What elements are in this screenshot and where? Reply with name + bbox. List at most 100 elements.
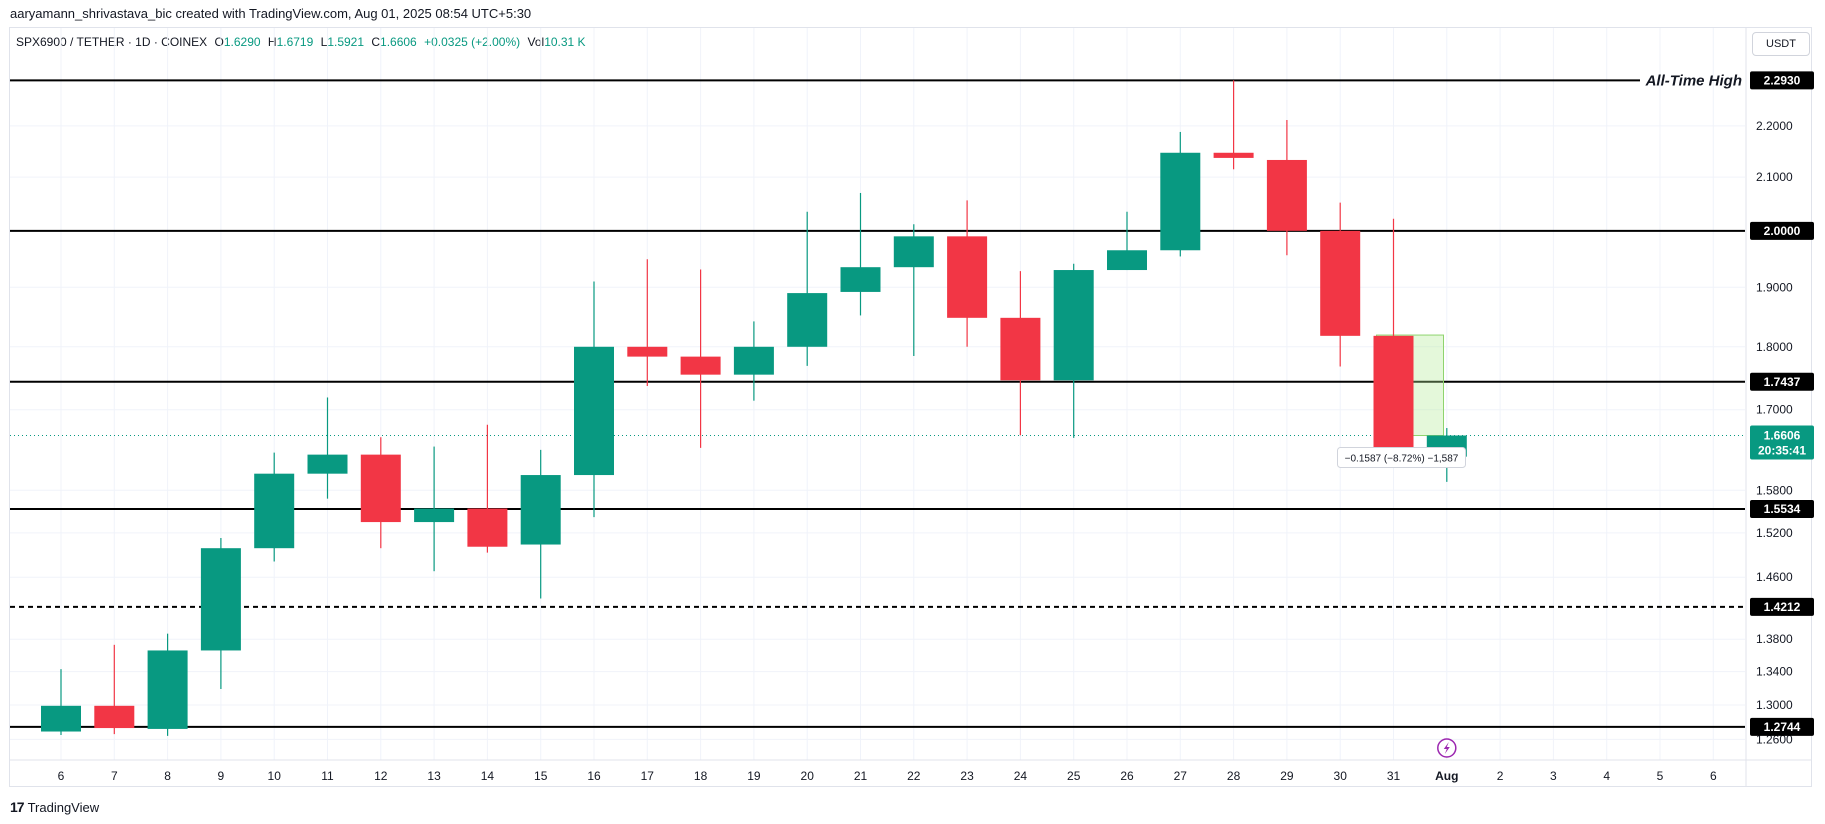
candle-body xyxy=(680,356,721,375)
x-tick-label: 13 xyxy=(427,769,441,783)
level-price-label: 1.5534 xyxy=(1764,502,1801,516)
y-tick-label: 1.8000 xyxy=(1756,340,1793,354)
measure-label: −0.1587 (−8.72%) −1,587 xyxy=(1345,454,1459,465)
candle-body xyxy=(467,508,508,547)
open-value: 1.6290 xyxy=(223,35,261,49)
level-price-box xyxy=(1750,71,1814,90)
chart-extras: −0.1587 (−8.72%) −1,587 xyxy=(1337,447,1466,758)
x-tick-label: 31 xyxy=(1387,769,1401,783)
candle-body xyxy=(733,346,774,375)
level-price-label: 1.7437 xyxy=(1764,375,1801,389)
x-tick-label: 24 xyxy=(1014,769,1028,783)
chart-credit: aaryamann_shrivastava_bic created with T… xyxy=(10,6,532,21)
y-tick-label: 1.9000 xyxy=(1756,280,1793,294)
x-tick-label: 15 xyxy=(534,769,548,783)
candle-body xyxy=(840,267,881,292)
candle-body xyxy=(1053,270,1094,381)
close-value: 1.6606 xyxy=(380,35,417,49)
currency-button[interactable]: USDT xyxy=(1752,32,1810,56)
candles xyxy=(41,80,1467,736)
x-tick-label: Aug xyxy=(1435,769,1458,783)
candle-body xyxy=(200,548,241,651)
candle-body xyxy=(1213,152,1254,158)
level-price-label: 1.4212 xyxy=(1764,600,1801,614)
x-tick-label: 26 xyxy=(1120,769,1134,783)
volume-label: Vol xyxy=(527,35,545,49)
candle-body xyxy=(254,473,295,549)
x-tick-label: 12 xyxy=(374,769,388,783)
x-tick-label: 23 xyxy=(960,769,974,783)
close-label: C xyxy=(371,35,381,49)
candle-body xyxy=(520,475,561,545)
horizontal-levels: All-Time High xyxy=(10,72,1745,728)
tradingview-brand: TradingView xyxy=(27,799,100,815)
x-tick-label: 22 xyxy=(907,769,921,783)
y-tick-label: 1.2600 xyxy=(1756,732,1793,746)
x-tick-label: 9 xyxy=(218,769,225,783)
x-tick-label: 3 xyxy=(1550,769,1557,783)
lightning-bolt-icon xyxy=(1443,742,1450,754)
footer-brand[interactable]: 17 TradingView xyxy=(10,799,99,815)
low-value: 1.5921 xyxy=(327,35,365,49)
level-price-box xyxy=(1750,717,1814,736)
symbol-legend[interactable]: SPX6900 / TETHER · 1D · COINEX O1.6290 H… xyxy=(16,35,586,49)
y-tick-label: 2.1000 xyxy=(1756,170,1793,184)
low-label: L xyxy=(320,35,328,49)
candle-body xyxy=(1373,335,1414,457)
x-tick-label: 10 xyxy=(268,769,282,783)
volume-value: 10.31 K xyxy=(544,35,586,49)
x-tick-label: 29 xyxy=(1280,769,1294,783)
level-price-label: 1.2744 xyxy=(1764,720,1801,734)
open-label: O xyxy=(214,35,224,49)
candle-body xyxy=(787,293,828,347)
y-tick-label: 1.3000 xyxy=(1756,698,1793,712)
x-tick-label: 6 xyxy=(1710,769,1717,783)
level-price-box xyxy=(1750,597,1814,616)
x-tick-label: 25 xyxy=(1067,769,1081,783)
y-tick-label: 2.2000 xyxy=(1756,119,1793,133)
candle-body xyxy=(1320,230,1361,336)
symbol-title[interactable]: SPX6900 / TETHER · 1D · COINEX xyxy=(16,35,208,49)
tradingview-logo-icon: 17 xyxy=(10,799,25,815)
candle-body xyxy=(414,508,455,523)
last-price-box xyxy=(1750,425,1814,460)
candle-body xyxy=(893,236,934,268)
candle-body xyxy=(307,454,348,474)
high-value: 1.6719 xyxy=(276,35,314,49)
candle-body xyxy=(360,454,401,523)
x-tick-label: 2 xyxy=(1497,769,1504,783)
candle-body xyxy=(1160,152,1201,251)
x-tick-label: 5 xyxy=(1657,769,1664,783)
time-axis: 6 7 8 9 10 11 12 13 14 15 16 17 18 19 20 21 22 23 24 25 26 27… xyxy=(10,759,1812,783)
x-tick-label: 20 xyxy=(801,769,815,783)
x-tick-label: 17 xyxy=(641,769,655,783)
level-price-box xyxy=(1750,372,1814,391)
chart-grid xyxy=(10,28,1745,760)
x-tick-label: 30 xyxy=(1334,769,1348,783)
price-axis: 2.2000 2.1000 1.9000 1.8000 1.7000 1.5800 1.52… xyxy=(1745,28,1814,787)
x-tick-label: 16 xyxy=(587,769,601,783)
ath-annotation: All-Time High xyxy=(1645,72,1742,89)
candle-body xyxy=(41,705,81,732)
candle-body xyxy=(1000,317,1041,381)
candle-body xyxy=(947,236,988,318)
x-tick-label: 6 xyxy=(58,769,65,783)
candle-body xyxy=(627,346,668,357)
countdown-label: 20:35:41 xyxy=(1758,444,1806,458)
candle-body xyxy=(1266,159,1307,231)
y-tick-label: 1.5200 xyxy=(1756,526,1793,540)
x-tick-label: 18 xyxy=(694,769,708,783)
change-value: +0.0325 (+2.00%) xyxy=(424,35,521,49)
x-tick-label: 11 xyxy=(321,769,334,783)
x-tick-label: 8 xyxy=(164,769,171,783)
candle-body xyxy=(1107,250,1147,271)
candle-body xyxy=(147,650,188,729)
x-tick-label: 19 xyxy=(747,769,761,783)
y-tick-label: 1.4600 xyxy=(1756,570,1793,584)
y-tick-label: 1.3800 xyxy=(1756,632,1793,646)
x-tick-label: 4 xyxy=(1603,769,1610,783)
x-tick-label: 28 xyxy=(1227,769,1241,783)
candle-body xyxy=(574,346,614,476)
level-price-label: 2.2930 xyxy=(1764,73,1801,87)
